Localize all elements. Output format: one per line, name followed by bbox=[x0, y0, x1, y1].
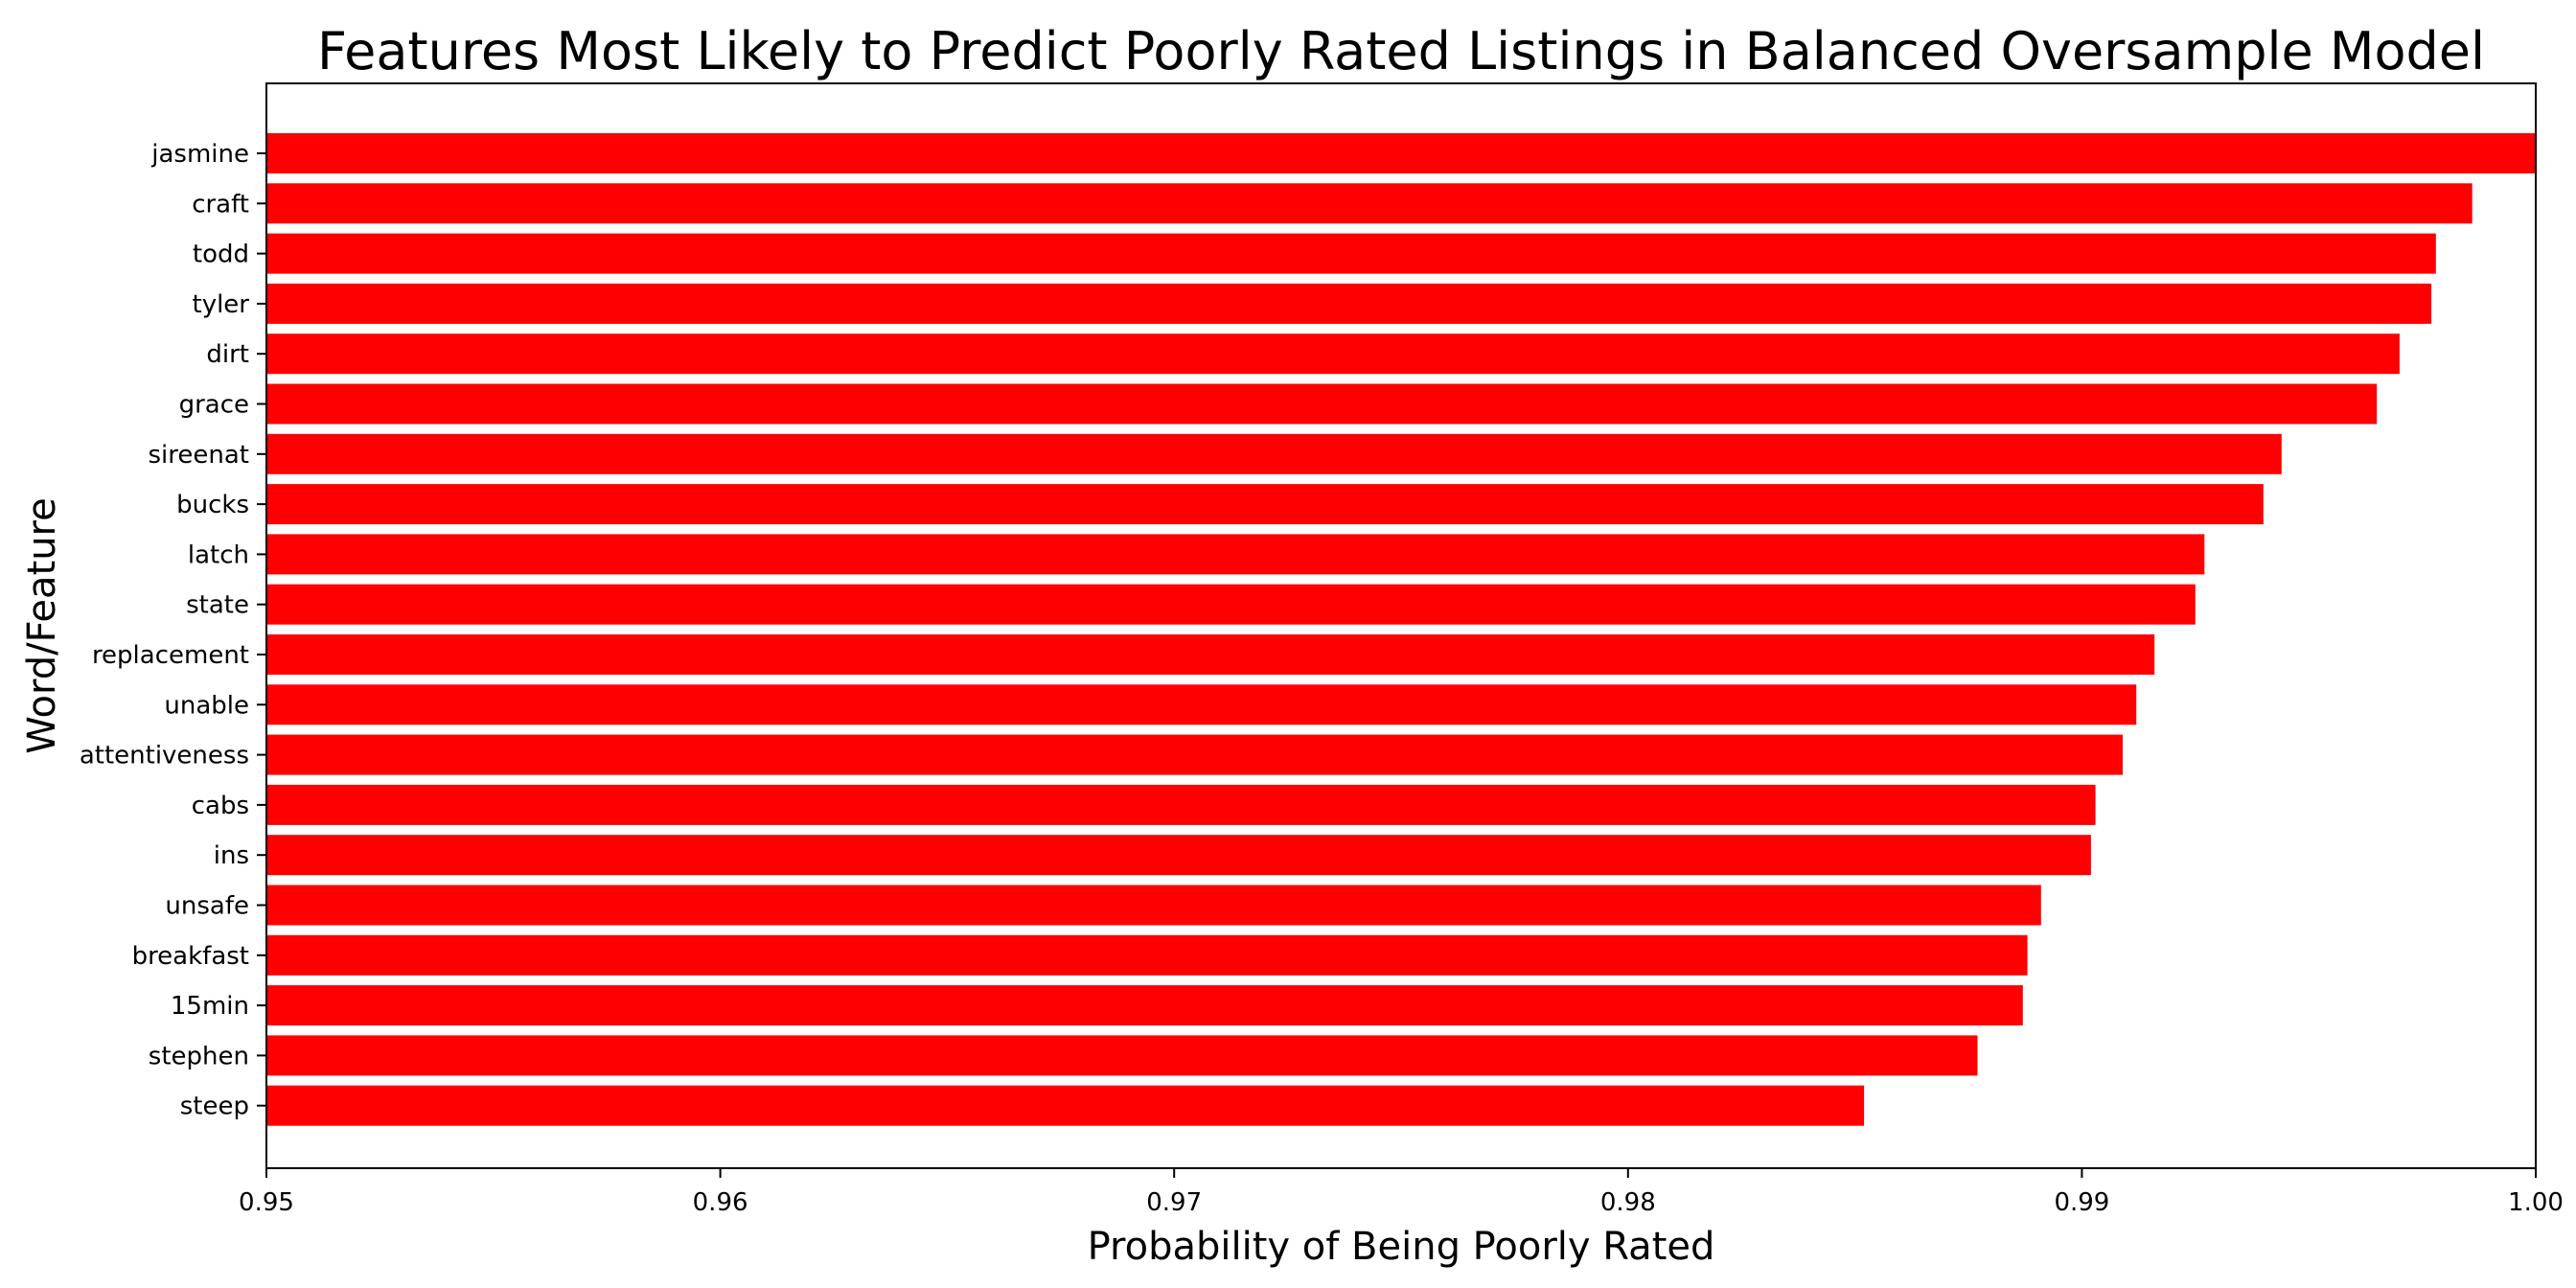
y-tick-label: jasmine bbox=[150, 140, 249, 169]
bar-15min bbox=[266, 985, 2023, 1026]
bar-breakfast bbox=[266, 934, 2028, 976]
y-tick-label: ins bbox=[214, 841, 249, 870]
y-tick-labels: jasmine craft todd tyler dirt grace sireenat bu… bbox=[80, 140, 266, 1121]
y-tick-label: sireenat bbox=[149, 441, 250, 470]
y-tick-label: state bbox=[186, 591, 249, 620]
y-axis-label: Word/Feature bbox=[20, 497, 64, 753]
bar-grace bbox=[266, 383, 2378, 425]
bar-stephen bbox=[266, 1035, 1978, 1076]
plot-frame bbox=[265, 82, 2537, 1169]
bar-cabs bbox=[266, 784, 2096, 825]
y-tick-label: 15min bbox=[171, 992, 249, 1021]
y-tick-label: dirt bbox=[206, 340, 249, 369]
bar-bucks bbox=[266, 484, 2264, 525]
bar-dirt bbox=[266, 334, 2400, 375]
y-tick-label: replacement bbox=[92, 641, 249, 670]
x-tick-label: 0.95 bbox=[239, 1188, 294, 1217]
bar-todd bbox=[266, 233, 2436, 274]
y-tick-label: craft bbox=[192, 190, 249, 218]
bar-tyler bbox=[266, 283, 2432, 324]
y-tick-label: breakfast bbox=[132, 942, 249, 971]
y-tick-label: tyler bbox=[193, 290, 250, 319]
x-tick-label: 0.99 bbox=[2054, 1188, 2109, 1217]
y-tick-label: unable bbox=[164, 691, 249, 720]
x-tick-label: 0.96 bbox=[693, 1188, 748, 1217]
bar-sireenat bbox=[266, 433, 2282, 474]
x-tick-label: 1.00 bbox=[2508, 1188, 2564, 1217]
bar-unsafe bbox=[266, 885, 2041, 926]
y-tick-label: unsafe bbox=[165, 892, 249, 921]
bars-group bbox=[266, 133, 2536, 1126]
bar-latch bbox=[266, 534, 2205, 575]
bar-unable bbox=[266, 684, 2137, 725]
y-tick-label: cabs bbox=[192, 792, 249, 820]
y-tick-label: stephen bbox=[149, 1042, 249, 1070]
y-tick-label: attentiveness bbox=[80, 742, 249, 770]
x-tick-label: 0.97 bbox=[1146, 1188, 1202, 1217]
bar-jasmine bbox=[266, 133, 2536, 173]
bar-attentiveness bbox=[266, 734, 2123, 775]
y-tick-label: latch bbox=[188, 540, 249, 569]
x-ticks: 0.95 0.96 0.97 0.98 0.99 1.00 bbox=[239, 1168, 2564, 1217]
y-tick-label: bucks bbox=[176, 491, 249, 519]
chart-title: Features Most Likely to Predict Poorly R… bbox=[317, 21, 2485, 81]
x-axis-label: Probability of Being Poorly Rated bbox=[1088, 1225, 1715, 1269]
y-tick-label: todd bbox=[193, 241, 249, 269]
x-tick-label: 0.98 bbox=[1600, 1188, 1656, 1217]
bar-steep bbox=[266, 1085, 1865, 1126]
bar-replacement bbox=[266, 634, 2155, 675]
y-tick-label: steep bbox=[180, 1092, 249, 1121]
bar-ins bbox=[266, 835, 2091, 876]
y-tick-label: grace bbox=[179, 391, 249, 420]
bar-state bbox=[266, 584, 2196, 625]
bar-craft bbox=[266, 183, 2472, 224]
